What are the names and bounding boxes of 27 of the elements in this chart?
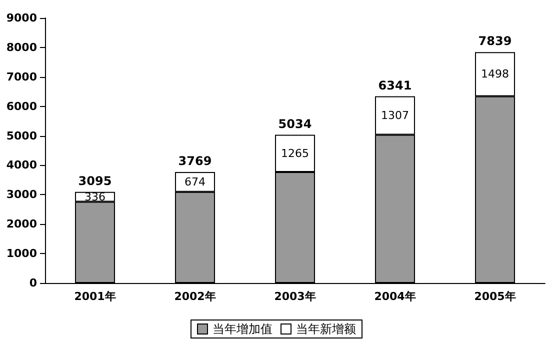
total-label: 6341 — [378, 78, 412, 92]
total-label: 7839 — [478, 34, 512, 48]
y-tick-label: 4000 — [6, 158, 38, 172]
x-tick-label: 2002年 — [174, 290, 216, 303]
total-label: 3095 — [78, 174, 112, 188]
y-tick-label: 0 — [29, 276, 38, 290]
y-tick-label: 3000 — [6, 188, 38, 202]
legend-label: 当年增加值 — [212, 322, 272, 336]
data-label: 674 — [184, 175, 206, 188]
x-tick-label: 2004年 — [374, 290, 416, 303]
y-tick-label: 9000 — [6, 12, 38, 24]
y-tick-label: 2000 — [6, 218, 38, 231]
x-tick-label: 2005年 — [474, 290, 516, 303]
x-tick-label: 2001年 — [74, 290, 116, 303]
y-tick-label: 8000 — [6, 40, 38, 54]
total-label: 5034 — [278, 116, 312, 131]
data-label: 1307 — [381, 109, 409, 122]
data-label: 336 — [84, 190, 106, 204]
y-tick-label: 1000 — [6, 247, 38, 260]
y-tick-label: 5000 — [6, 129, 38, 142]
total-label: 3769 — [178, 154, 212, 168]
x-tick-label: 2003年 — [274, 290, 316, 303]
data-label: 1265 — [281, 146, 309, 160]
data-label: 1498 — [481, 68, 509, 81]
legend-label: 当年新增额 — [296, 322, 356, 336]
y-tick-label: 6000 — [6, 100, 38, 113]
y-tick-label: 7000 — [6, 70, 38, 84]
